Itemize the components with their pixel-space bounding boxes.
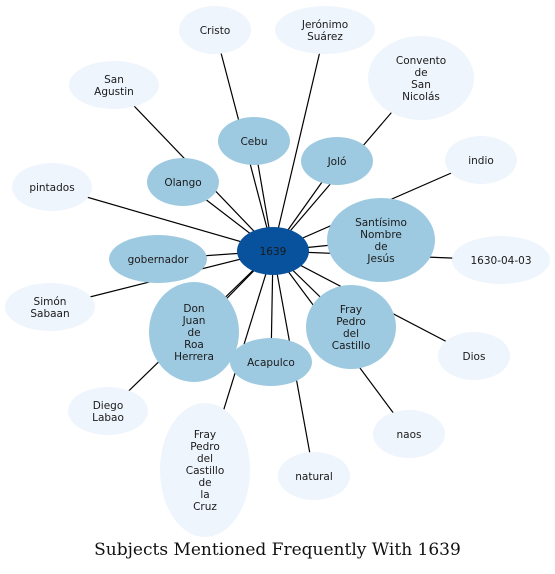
- node-acapulco: Acapulco: [230, 338, 312, 386]
- node-ellipse-jolo: [301, 137, 373, 185]
- node-simon: Simón Sabaan: [5, 283, 95, 331]
- node-date: 1630-04-03: [452, 236, 550, 284]
- nodes-layer: Cristo Jerónimo Suárez Convento de San Nicolás…: [5, 6, 550, 537]
- edge-1639-jeronimo: [272, 29, 326, 252]
- node-label-cebu: Cebu: [240, 136, 267, 148]
- node-naos: naos: [373, 410, 445, 458]
- node-label-jeronimo: Jerónimo Suárez: [301, 19, 348, 43]
- node-label-diego: Diego Labao: [92, 400, 124, 424]
- edge-1639-pintados: [51, 186, 274, 252]
- node-ellipse-1639: [237, 227, 309, 275]
- node-ellipse-jeronimo: [275, 6, 375, 54]
- node-jeronimo: Jerónimo Suárez: [275, 6, 375, 54]
- node-diego: Diego Labao: [68, 387, 148, 435]
- node-ellipse-cebu: [218, 117, 290, 165]
- node-indio: indio: [445, 136, 517, 184]
- node-label-simon: Simón Sabaan: [30, 296, 69, 320]
- node-label-fraylong: Fray Pedro del Castillo de la Cruz: [186, 429, 225, 513]
- node-label-dios: Dios: [463, 351, 486, 363]
- node-gobernador: gobernador: [109, 235, 207, 283]
- node-dios: Dios: [438, 332, 510, 380]
- node-donjuan: Don Juan de Roa Herrera: [149, 282, 239, 382]
- node-ellipse-frayshort: [306, 285, 396, 369]
- node-ellipse-diego: [68, 387, 148, 435]
- node-label-indio: indio: [468, 155, 494, 167]
- node-cristo: Cristo: [179, 6, 251, 54]
- node-ellipse-olango: [147, 158, 219, 206]
- node-ellipse-donjuan: [149, 282, 239, 382]
- node-ellipse-acapulco: [230, 338, 312, 386]
- node-label-jolo: Joló: [327, 156, 347, 168]
- node-ellipse-santisimo: [327, 198, 435, 282]
- node-pintados: pintados: [12, 163, 92, 211]
- node-ellipse-pintados: [12, 163, 92, 211]
- node-label-gobernador: gobernador: [128, 254, 190, 266]
- node-label-1639: 1639: [260, 246, 287, 258]
- node-label-frayshort: Fray Pedro del Castillo: [332, 304, 371, 352]
- node-label-sanagustin: San Agustin: [94, 74, 134, 98]
- node-label-cristo: Cristo: [200, 25, 231, 37]
- node-label-convento: Convento de San Nicolás: [396, 55, 446, 103]
- node-ellipse-naos: [373, 410, 445, 458]
- node-ellipse-date: [452, 236, 550, 284]
- node-cebu: Cebu: [218, 117, 290, 165]
- node-ellipse-sanagustin: [69, 61, 159, 109]
- node-ellipse-indio: [445, 136, 517, 184]
- node-1639: 1639: [237, 227, 309, 275]
- node-olango: Olango: [147, 158, 219, 206]
- node-ellipse-dios: [438, 332, 510, 380]
- node-label-natural: natural: [295, 471, 333, 483]
- node-label-santisimo: Santísimo Nombre de Jesús: [355, 217, 407, 265]
- node-ellipse-fraylong: [160, 403, 250, 537]
- node-label-donjuan: Don Juan de Roa Herrera: [174, 303, 214, 363]
- node-ellipse-cristo: [179, 6, 251, 54]
- node-fraylong: Fray Pedro del Castillo de la Cruz: [160, 403, 250, 537]
- node-ellipse-convento: [368, 36, 474, 120]
- graph-title: Subjects Mentioned Frequently With 1639: [94, 540, 461, 560]
- node-ellipse-gobernador: [109, 235, 207, 283]
- node-label-acapulco: Acapulco: [247, 357, 295, 369]
- node-convento: Convento de San Nicolás: [368, 36, 474, 120]
- node-label-date: 1630-04-03: [470, 255, 531, 267]
- node-ellipse-simon: [5, 283, 95, 331]
- node-label-pintados: pintados: [29, 182, 74, 194]
- node-santisimo: Santísimo Nombre de Jesús: [327, 198, 435, 282]
- node-jolo: Joló: [301, 137, 373, 185]
- node-natural: natural: [278, 452, 350, 500]
- node-label-naos: naos: [397, 429, 422, 441]
- node-frayshort: Fray Pedro del Castillo: [306, 285, 396, 369]
- node-sanagustin: San Agustin: [69, 61, 159, 109]
- node-label-olango: Olango: [164, 177, 201, 189]
- node-ellipse-natural: [278, 452, 350, 500]
